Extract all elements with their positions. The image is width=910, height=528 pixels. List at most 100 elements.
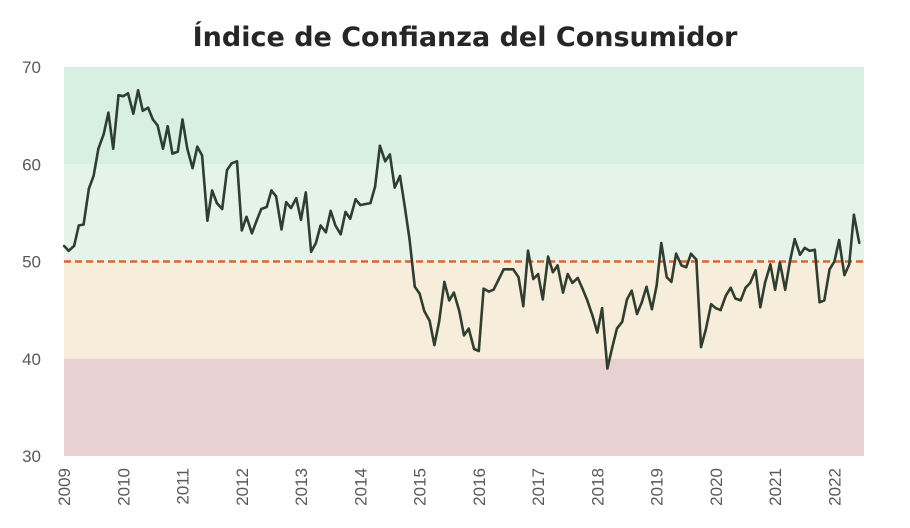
data-point	[739, 299, 742, 302]
data-point	[354, 198, 357, 201]
data-point	[210, 189, 214, 192]
data-point	[384, 160, 387, 163]
data-point	[472, 347, 476, 351]
data-point	[674, 252, 678, 255]
band-40-50	[64, 261, 864, 359]
data-point	[699, 345, 703, 349]
data-point	[230, 162, 233, 165]
x-tick-label: 2016	[470, 468, 489, 506]
data-point	[146, 106, 150, 110]
data-point	[437, 320, 441, 323]
y-tick-label: 60	[22, 155, 41, 174]
x-tick-label: 2013	[292, 468, 311, 506]
data-point	[344, 210, 347, 214]
data-point	[635, 312, 639, 316]
data-point	[551, 271, 555, 274]
data-point	[522, 305, 525, 308]
data-point	[373, 185, 377, 188]
data-point	[215, 201, 219, 205]
x-tick-label: 2021	[766, 468, 785, 506]
data-point	[724, 294, 728, 297]
data-point	[398, 174, 402, 178]
data-point	[274, 195, 278, 198]
data-point	[828, 268, 831, 271]
chart-title: Índice de Confianza del Consumidor	[193, 21, 738, 53]
data-point	[245, 215, 248, 218]
data-point	[685, 266, 688, 269]
x-tick-label: 2012	[233, 468, 252, 506]
data-point	[808, 249, 811, 252]
data-point	[749, 281, 752, 285]
data-point	[655, 284, 658, 287]
data-point	[413, 285, 416, 288]
data-point	[507, 268, 510, 271]
data-point	[591, 314, 594, 318]
band-30-40	[64, 358, 864, 456]
data-point	[339, 233, 342, 236]
x-tick-label: 2011	[174, 468, 193, 505]
data-point	[734, 297, 737, 300]
data-point	[517, 275, 520, 279]
data-point	[596, 331, 599, 334]
data-point	[502, 268, 505, 271]
data-point	[823, 299, 826, 302]
data-point	[467, 327, 470, 330]
data-point	[393, 186, 396, 189]
data-point	[754, 269, 757, 272]
data-point	[126, 92, 130, 95]
data-point	[625, 298, 629, 301]
y-axis-ticks: 30 40 50 60 70	[22, 58, 41, 466]
data-point	[793, 237, 796, 241]
band-60-70	[64, 67, 864, 165]
data-point	[186, 147, 189, 150]
data-point	[536, 272, 540, 276]
data-point	[82, 223, 85, 226]
data-point	[452, 291, 456, 294]
data-point	[719, 308, 722, 312]
data-point	[630, 289, 633, 292]
data-point	[581, 287, 584, 290]
data-point	[67, 249, 70, 252]
data-point	[196, 145, 199, 148]
data-point	[408, 237, 411, 241]
data-point	[423, 309, 426, 313]
x-tick-label: 2022	[825, 468, 844, 506]
data-point	[858, 241, 861, 245]
series-group	[62, 89, 861, 370]
data-point	[349, 217, 352, 220]
data-point	[848, 263, 851, 266]
data-point	[221, 207, 224, 211]
data-point	[615, 327, 619, 330]
data-point	[102, 132, 105, 136]
x-tick-label: 2018	[588, 468, 607, 506]
data-point	[329, 209, 332, 213]
data-point	[181, 118, 184, 121]
data-point	[171, 152, 174, 155]
data-point	[709, 303, 713, 306]
data-point	[62, 244, 66, 248]
data-point	[512, 268, 515, 271]
x-tick-label: 2014	[351, 468, 370, 506]
data-point	[680, 264, 683, 267]
data-point	[319, 224, 322, 227]
data-point	[77, 224, 81, 227]
data-point	[744, 286, 747, 289]
data-point	[610, 346, 614, 350]
y-tick-label: 40	[22, 350, 41, 369]
x-tick-label: 2010	[114, 468, 133, 506]
data-point	[546, 255, 550, 258]
data-point	[388, 153, 392, 156]
data-point	[369, 201, 372, 205]
data-point	[107, 111, 110, 114]
data-point	[497, 278, 500, 282]
data-point	[156, 124, 159, 127]
data-point	[798, 253, 802, 256]
data-point	[665, 275, 668, 279]
data-point	[151, 118, 155, 121]
data-point	[295, 197, 298, 200]
series-line	[63, 89, 861, 370]
y-tick-label: 70	[22, 58, 41, 77]
data-point	[532, 277, 535, 281]
data-point	[492, 288, 495, 291]
